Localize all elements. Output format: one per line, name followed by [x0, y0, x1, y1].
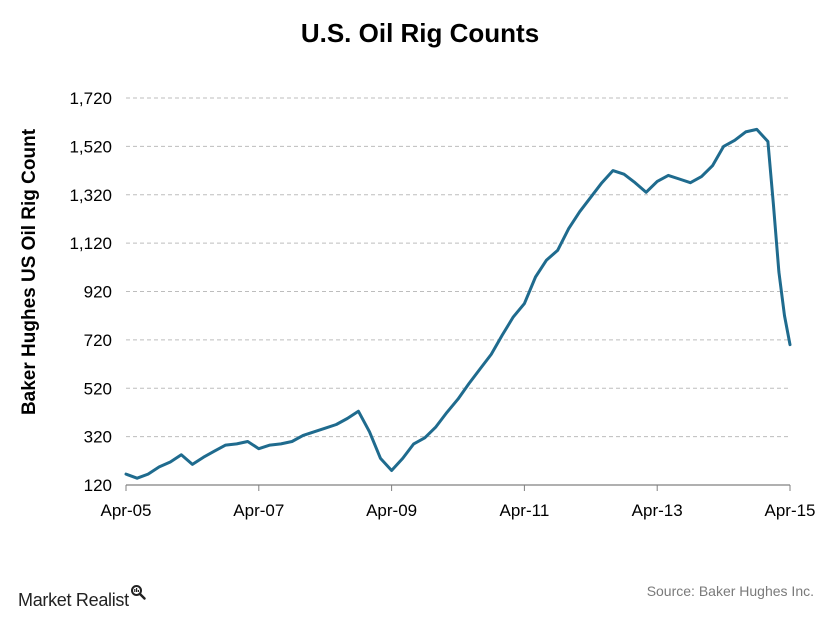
x-tick-label: Apr-05 — [100, 501, 151, 520]
y-tick-label: 320 — [84, 428, 112, 447]
y-tick-label: 1,720 — [69, 89, 112, 108]
y-tick-labels: 1,720 1,520 1,320 1,120 920 720 520 320 120 — [69, 89, 112, 495]
y-tick-label: 120 — [84, 476, 112, 495]
series-line — [124, 127, 792, 480]
y-tick-label: 1,520 — [69, 137, 112, 156]
x-tick-label: Apr-07 — [233, 501, 284, 520]
y-tick-label: 920 — [84, 283, 112, 302]
gridlines — [126, 97, 790, 438]
x-tick-label: Apr-13 — [632, 501, 683, 520]
chart-title: U.S. Oil Rig Counts — [300, 18, 540, 48]
x-axis — [125, 484, 791, 491]
magnifier-icon — [130, 585, 146, 600]
y-tick-label: 520 — [84, 379, 112, 398]
x-tick-label: Apr-09 — [366, 501, 417, 520]
y-tick-label: 1,120 — [69, 234, 112, 253]
brand-logo: Market Realist — [18, 584, 146, 611]
y-tick-label: 720 — [84, 331, 112, 350]
source-note: Source: Baker Hughes Inc. — [646, 583, 814, 599]
x-tick-labels: Apr-05 Apr-07 Apr-09 Apr-11 Apr-13 Apr-15 — [100, 501, 815, 520]
series-group — [124, 127, 792, 480]
x-tick-label: Apr-15 — [764, 501, 815, 520]
y-tick-label: 1,320 — [69, 186, 112, 205]
x-tick-label: Apr-11 — [500, 501, 550, 520]
brand-name: Market Realist — [18, 590, 129, 610]
